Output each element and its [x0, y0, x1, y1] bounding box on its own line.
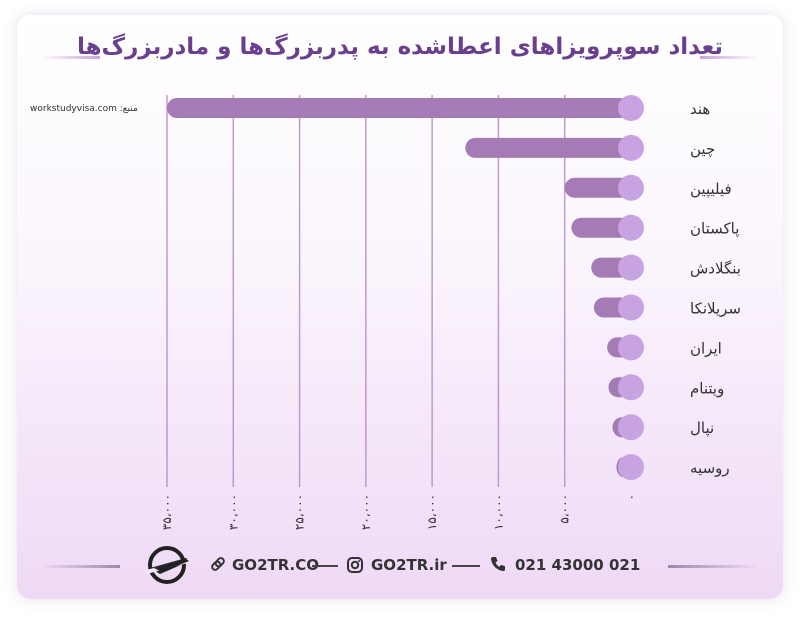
x-tick-label: ۲۵،۰۰۰: [293, 494, 307, 530]
title-right-line: [700, 56, 760, 59]
bar: [465, 137, 631, 158]
category-label: روسیه: [690, 459, 730, 477]
instagram-icon: [347, 557, 363, 573]
bar-end-dot: [618, 374, 644, 401]
plane-logo-icon: [146, 546, 192, 584]
x-tick-label: ۳۵،۰۰۰: [160, 494, 174, 530]
footer-divider: [452, 565, 480, 567]
link-icon: [211, 557, 225, 571]
category-label: فیلیپین: [690, 180, 732, 199]
footer-right-fade: [668, 565, 758, 568]
x-tick-label: ۰: [624, 494, 638, 500]
chart-title: تعداد سوپرویزاهای اعطاشده به پدربزرگ‌ها …: [76, 34, 724, 60]
footer-left-fade: [40, 565, 120, 568]
title-left-line: [40, 56, 100, 59]
bar: [564, 177, 631, 198]
bar-end-dot: [618, 174, 644, 201]
category-label: ویتنام: [690, 379, 724, 397]
category-label: چین: [690, 140, 715, 158]
bar-end-dot: [618, 334, 644, 361]
bar-end-dot: [618, 254, 644, 281]
category-label: بنگلادش: [690, 260, 741, 278]
x-tick-label: ۱۰،۰۰۰: [491, 494, 505, 530]
phone-icon: [490, 557, 505, 572]
category-label: پاکستان: [690, 220, 739, 239]
category-label: ایران: [690, 339, 722, 357]
category-label: نپال: [690, 419, 714, 438]
phone-number[interactable]: 021 43000 021: [515, 556, 641, 574]
bar-end-dot: [618, 414, 644, 441]
x-tick-label: ۳۰،۰۰۰: [226, 494, 240, 530]
instagram-handle[interactable]: GO2TR.ir: [371, 556, 447, 574]
bar: [571, 217, 631, 238]
bar-end-dot: [618, 214, 644, 241]
x-tick-label: ۵،۰۰۰: [558, 494, 572, 524]
category-label: سریلانکا: [690, 300, 741, 318]
x-tick-label: ۲۰،۰۰۰: [359, 494, 373, 530]
bar-end-dot: [618, 134, 644, 161]
bar-end-dot: [618, 454, 644, 481]
bar: [167, 98, 631, 118]
bar-end-dot: [618, 95, 644, 121]
category-label: هند: [690, 100, 710, 118]
bar-end-dot: [618, 294, 644, 321]
source-label: workstudyvisa.com :منبع: [30, 104, 138, 114]
footer-divider: [312, 565, 338, 567]
website-link[interactable]: GO2TR.CO: [232, 556, 320, 574]
x-tick-label: ۱۵،۰۰۰: [425, 494, 439, 530]
